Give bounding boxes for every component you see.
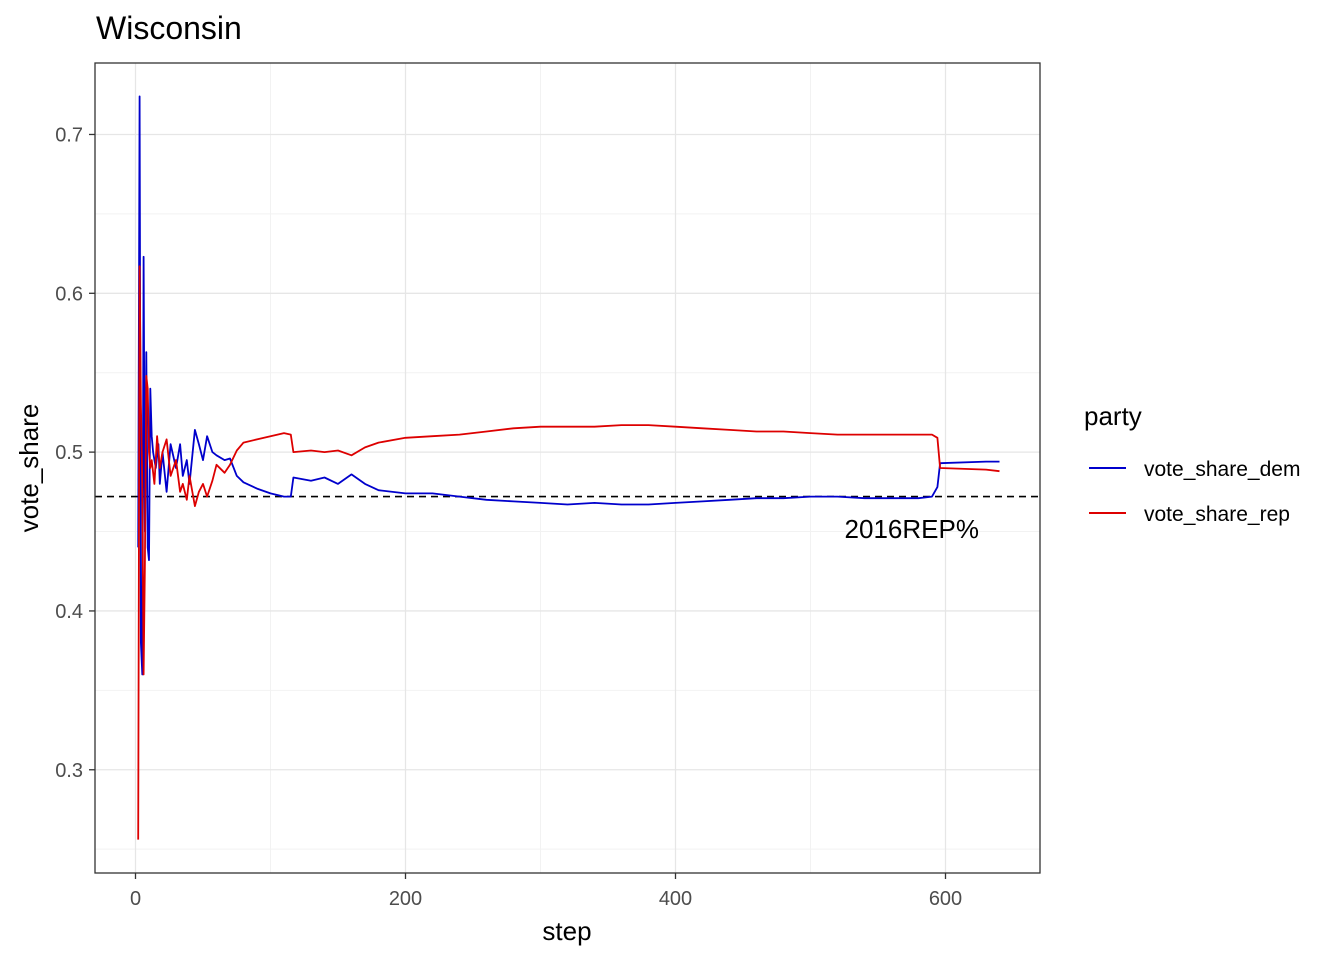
x-axis-title: step	[542, 916, 591, 946]
series-line-1	[137, 265, 1000, 840]
reference-label: 2016REP%	[845, 514, 979, 544]
legend: party vote_share_dem vote_share_rep	[1084, 401, 1300, 526]
reference-layer: 2016REP%	[95, 495, 1040, 544]
panel-border	[94, 62, 1041, 874]
legend-title: party	[1084, 401, 1142, 431]
grid-layer	[95, 63, 1040, 873]
y-tick-label: 0.3	[55, 760, 83, 782]
x-tick-label: 600	[929, 888, 962, 910]
x-tick-label: 400	[659, 888, 692, 910]
y-tick-label: 0.6	[55, 283, 83, 305]
chart-title: Wisconsin	[96, 10, 242, 46]
y-tick-label: 0.7	[55, 124, 83, 146]
series-layer	[137, 95, 1000, 840]
x-tick-label: 200	[389, 888, 422, 910]
y-tick-label: 0.4	[55, 601, 83, 623]
legend-label-rep: vote_share_rep	[1144, 503, 1290, 526]
x-tick-label: 0	[130, 888, 141, 910]
y-axis-title: vote_share	[14, 404, 44, 533]
frame-layer	[94, 62, 1041, 874]
series-line-0	[137, 95, 1000, 676]
legend-label-dem: vote_share_dem	[1144, 458, 1300, 481]
ticks-layer: 0 200 400 600 0.3 0.4 0.5 0.6 0.7	[55, 124, 962, 910]
y-tick-label: 0.5	[55, 442, 83, 464]
